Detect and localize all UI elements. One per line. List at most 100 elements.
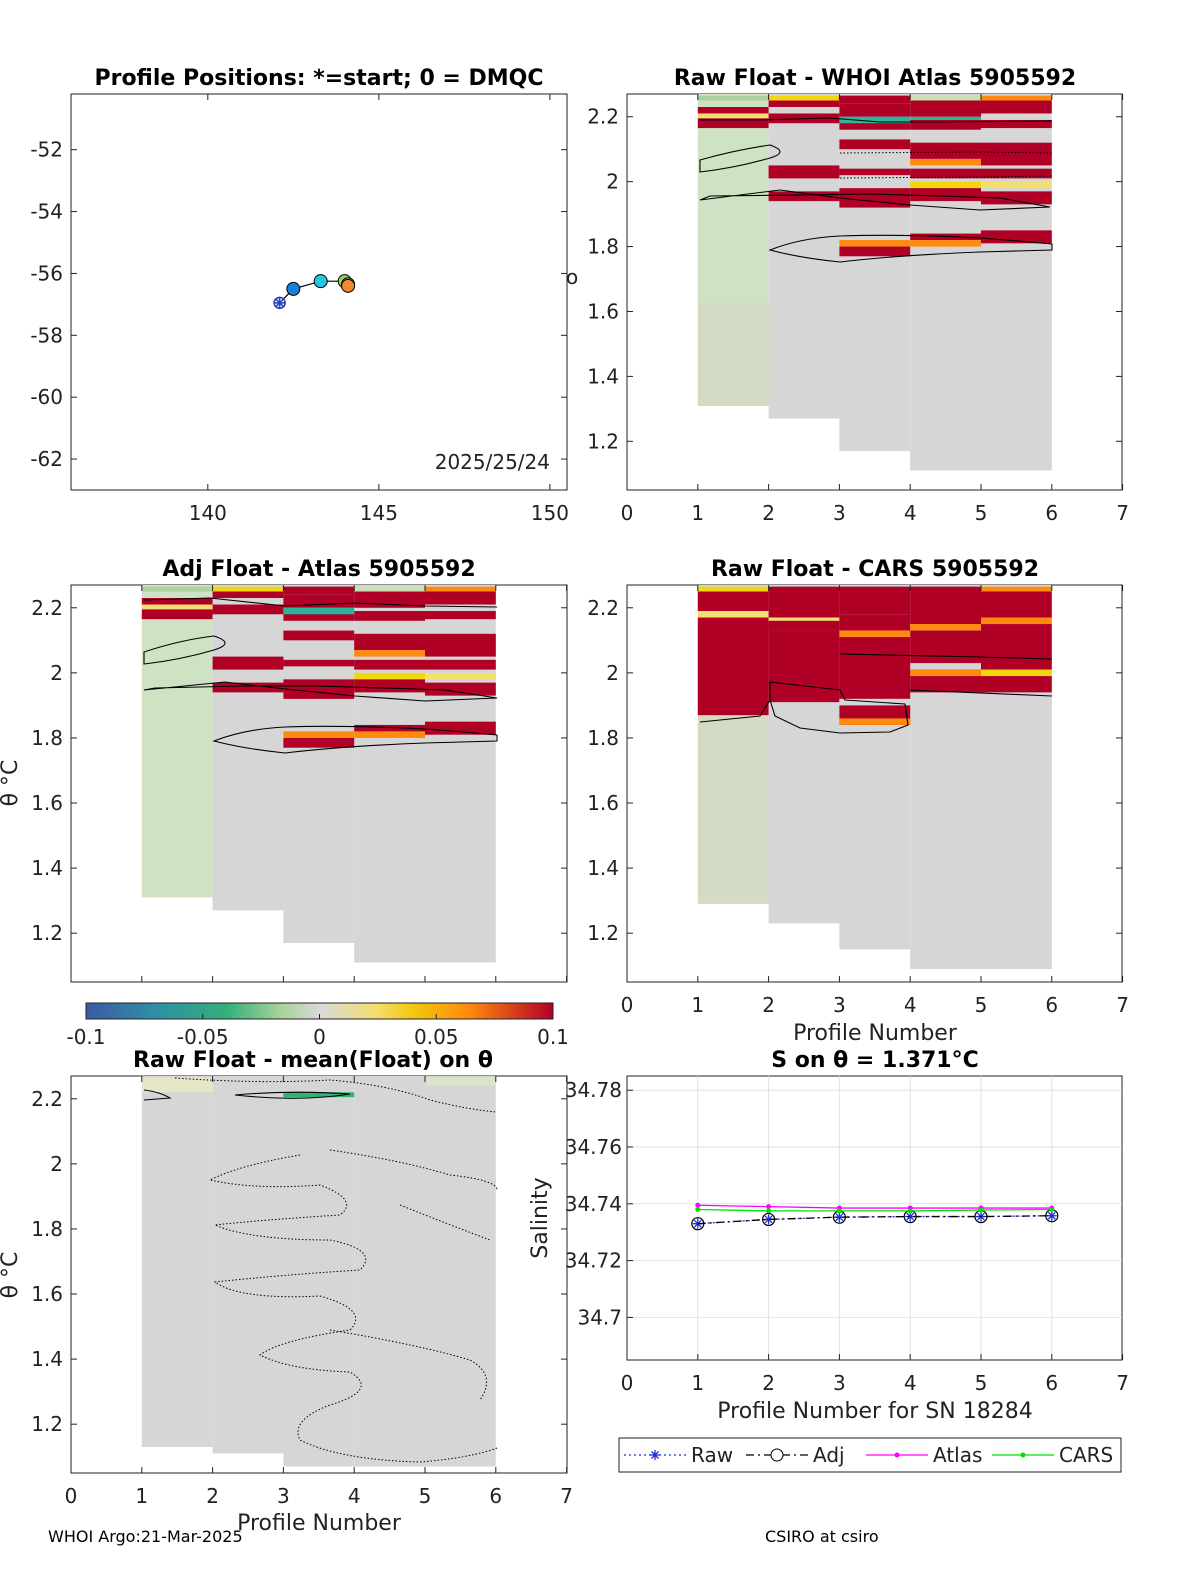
anomaly-band [839,637,911,699]
y-tick-label: 2 [50,661,63,685]
anomaly-band [283,1092,355,1098]
x-tick-label: 2 [762,993,775,1017]
x-tick-label: 0 [65,1484,78,1508]
anomaly-band [141,604,213,610]
anomaly-band [283,737,355,748]
anomaly-band [354,724,425,732]
legend-marker [770,1448,784,1462]
anomaly-band [981,676,1052,693]
anomaly-band [981,230,1052,244]
mean-anomaly-ticks: 0 1 2 3 4 5 6 7 1.2 1.4 1.6 1.8 2 2.2 [31,1076,573,1508]
anomaly-band [981,95,1052,101]
anomaly-band [768,165,840,179]
y-tick-label: 1.8 [587,726,619,750]
x-tick-label: 4 [904,993,917,1017]
anomaly-band [212,591,284,599]
raw-cars-title: Raw Float - CARS 5905592 [711,557,1039,582]
x-tick-label: 7 [1116,1371,1129,1395]
cars-point [1049,1206,1055,1212]
colorbar-tick-label: -0.05 [177,1025,229,1049]
anomaly-band [354,633,425,651]
anomaly-band [910,669,981,677]
x-tick-label: 3 [833,993,846,1017]
mean-anomaly-panel: Raw Float - mean(Float) on θ 0 1 2 3 4 5 6 7 1.2… [0,1048,573,1536]
y-tick-label: 1.8 [31,726,63,750]
profile-position-point [341,278,356,293]
anomaly-band [910,142,981,159]
legend-marker [1020,1452,1026,1458]
adj-point [761,1212,776,1227]
colorbar-tick-label: 0.05 [414,1025,459,1049]
y-tick-label: 34.72 [565,1249,622,1273]
profile-column [283,1076,355,1467]
y-tick-label: 1.8 [587,235,619,259]
anomaly-band [839,119,911,130]
anomaly-band [212,682,284,693]
y-tick-label: 1.2 [587,429,619,453]
legend-label: Raw [691,1443,733,1467]
anomaly-band [839,614,911,631]
anomaly-band [141,586,213,592]
anomaly-band [839,188,911,208]
anomaly-band [910,624,981,631]
anomaly-band [212,656,284,670]
positions-axes-box [70,93,568,491]
anomaly-band [141,609,213,620]
mean-anomaly-dotted-contours [174,1077,498,1463]
raw-atlas-panel: Raw Float - WHOI Atlas 5905592 0 1 2 3 4 5 6 7 1… [587,66,1129,525]
salinity-y-label: Salinity [528,1177,553,1258]
anomaly-band [425,611,496,620]
profile-column [212,1076,284,1454]
x-tick-label: 3 [277,1484,290,1508]
adj-atlas-heatmap [141,585,496,963]
anomaly-band [768,620,840,631]
x-tick-label: 7 [1116,993,1129,1017]
adj-atlas-title: Adj Float - Atlas 5905592 [162,557,475,582]
raw-cars-contours [699,653,1053,734]
y-tick-label: 34.7 [577,1305,622,1329]
anomaly-band [768,617,840,621]
raw-cars-panel: Raw Float - CARS 5905592 0 1 2 3 4 5 6 7 1.2 1.4 1… [587,557,1129,1046]
mean-anomaly-heatmap [141,1076,496,1467]
y-tick-label: 1.4 [31,1347,63,1371]
anomaly-band [697,586,769,592]
anomaly-band [910,188,981,202]
anomaly-band [981,624,1052,670]
anomaly-band [697,611,769,618]
anomaly-band [910,116,981,120]
legend-marker [650,1450,660,1460]
x-tick-label: 7 [1116,501,1129,525]
y-tick-label: 2 [606,661,619,685]
clipped-label-fragment: o [566,265,578,289]
anomaly-band [354,650,425,657]
salinity-panel: S on θ = 1.371°C 0 1 2 3 4 5 6 7 34.7 34.72 34.74 3… [528,1048,1129,1473]
anomaly-band [981,669,1052,677]
anomaly-band [910,158,981,166]
raw-atlas-title: Raw Float - WHOI Atlas 5905592 [674,66,1076,91]
x-tick-label: 1 [691,1371,704,1395]
anomaly-band [141,598,213,605]
y-tick-label: 1.4 [587,856,619,880]
salinity-axes-box [626,1075,1123,1361]
anomaly-band [839,168,911,176]
mean-anomaly-y-label: θ °C [0,1252,23,1299]
anomaly-band [910,119,981,130]
x-tick-label: 4 [904,501,917,525]
anomaly-band [283,611,355,621]
anomaly-band [354,611,425,621]
profile-column-shade [698,303,769,406]
x-tick-label: 150 [531,501,569,525]
positions-date-annotation: 2025/25/24 [435,450,550,474]
anomaly-band [910,168,981,179]
anomaly-band [697,617,769,716]
x-tick-label: 5 [419,1484,432,1508]
x-tick-label: 0 [621,993,634,1017]
y-tick-label: 1.4 [31,856,63,880]
profile-column [283,585,355,943]
x-tick-label: 6 [1045,501,1058,525]
cars-point [907,1208,913,1214]
y-tick-label: 2 [606,170,619,194]
y-tick-label: 2.2 [31,1087,63,1111]
mean-anomaly-x-label: Profile Number [237,1511,402,1536]
anomaly-band [283,607,355,615]
